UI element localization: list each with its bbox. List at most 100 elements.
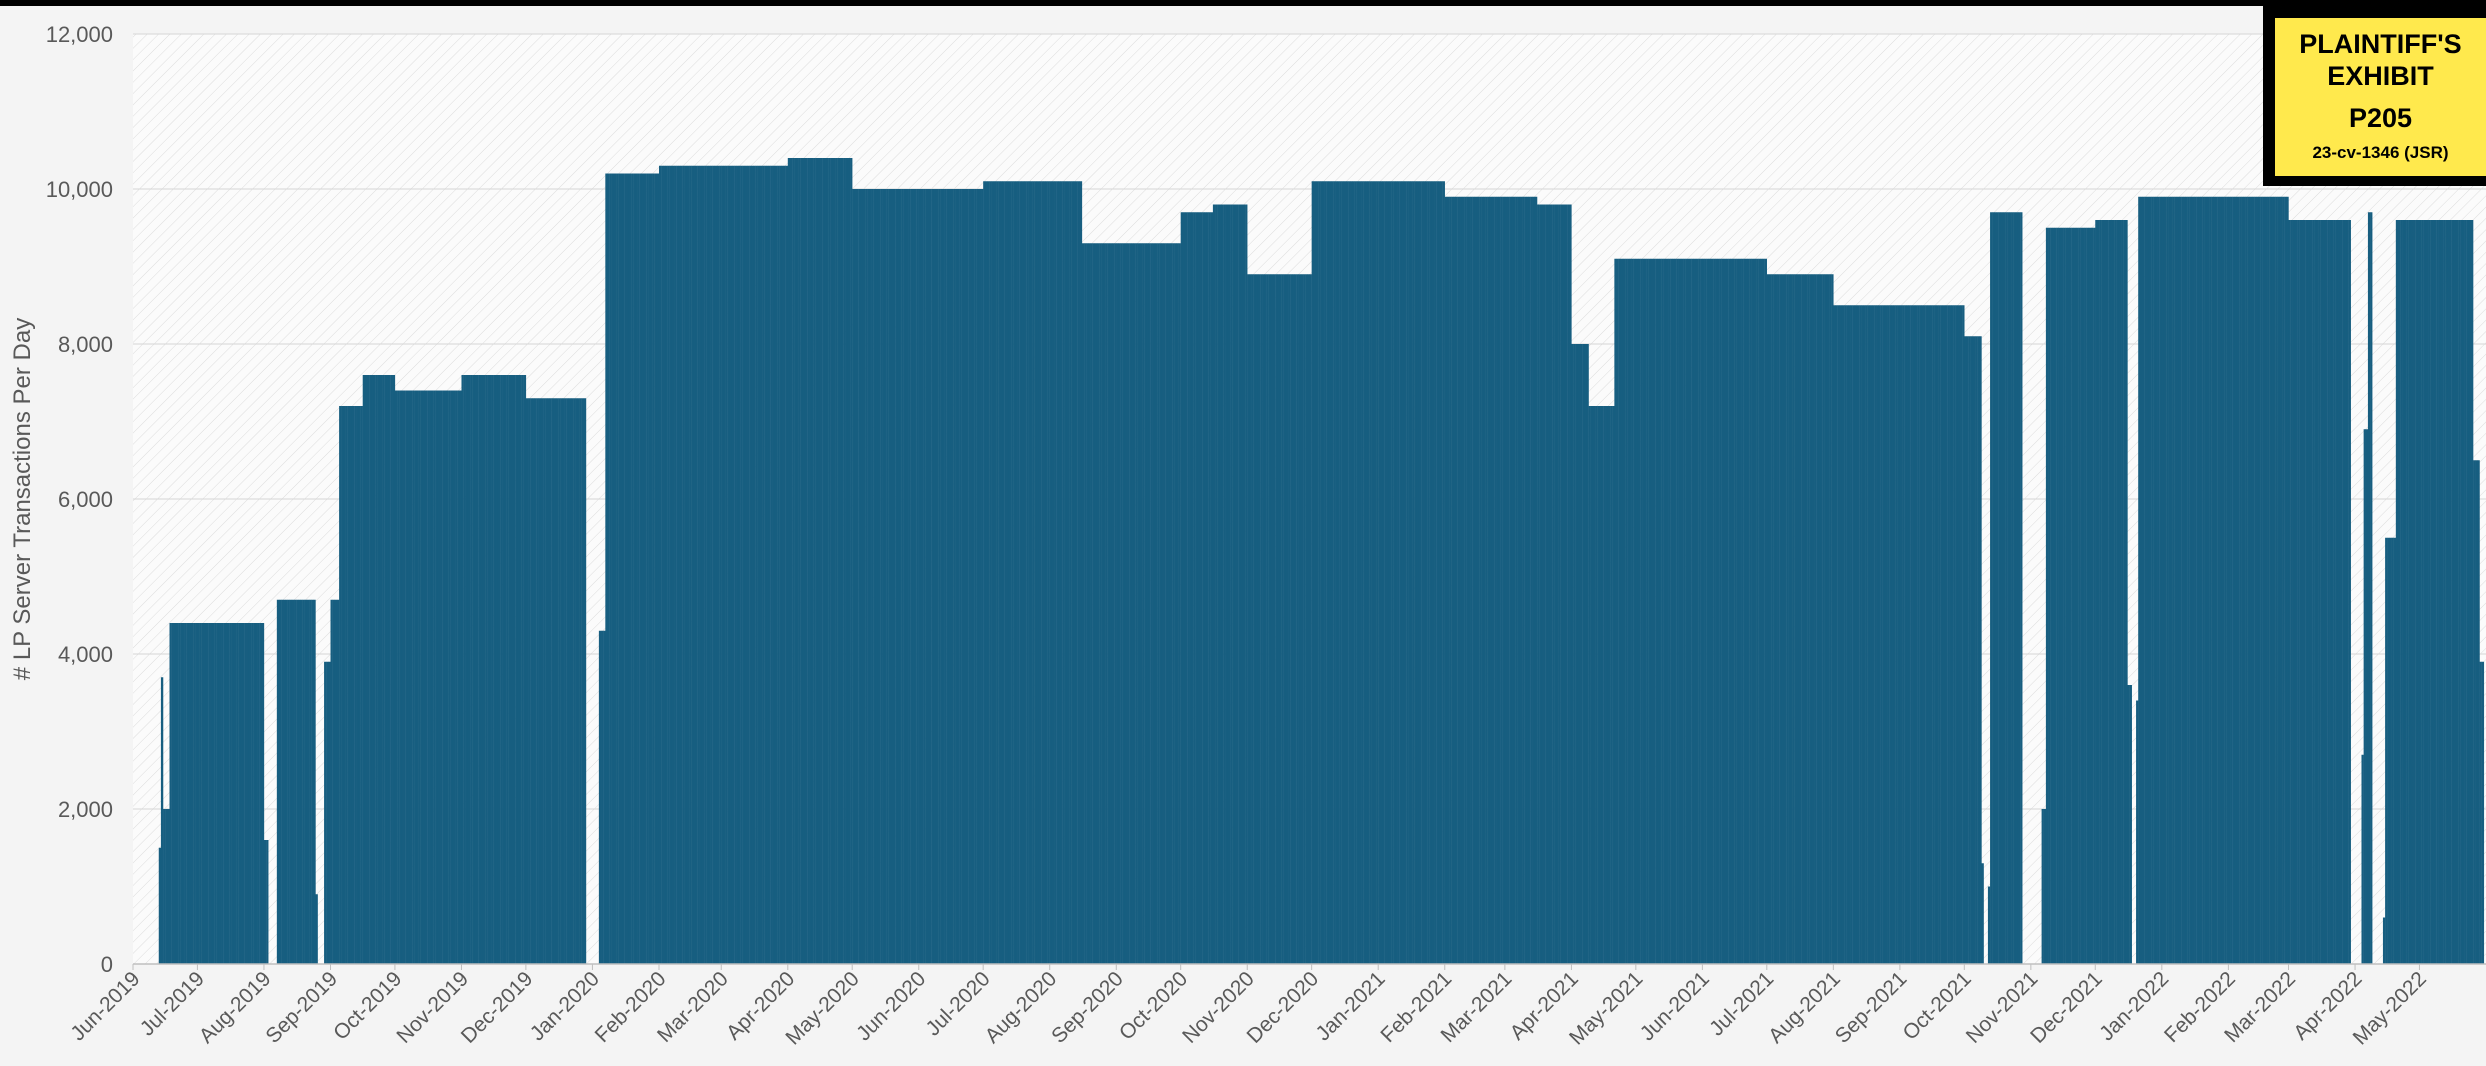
bar bbox=[2428, 220, 2431, 964]
bar bbox=[435, 390, 439, 964]
bar bbox=[762, 165, 765, 964]
bar bbox=[2417, 220, 2420, 964]
bar bbox=[1781, 274, 1785, 964]
bar bbox=[1150, 243, 1153, 964]
bar bbox=[2114, 220, 2117, 964]
bar bbox=[1137, 243, 1141, 964]
bar bbox=[1768, 274, 1772, 964]
bar bbox=[2443, 220, 2446, 964]
bar bbox=[360, 406, 363, 964]
bar bbox=[1195, 212, 1199, 964]
bar bbox=[1184, 212, 1188, 964]
bar bbox=[1897, 305, 1901, 964]
bar bbox=[2060, 227, 2064, 964]
bar bbox=[1395, 181, 1398, 964]
bar bbox=[2262, 196, 2266, 964]
bar bbox=[1738, 258, 1742, 964]
bar bbox=[1949, 305, 1952, 964]
bar bbox=[259, 623, 263, 964]
bar bbox=[1614, 258, 1617, 964]
bar bbox=[1648, 258, 1652, 964]
bar bbox=[1610, 406, 1613, 964]
y-axis-ticks: 0 2,000 4,000 6,000 8,000 10,000 12,000 bbox=[46, 22, 113, 977]
bar bbox=[2466, 220, 2470, 964]
bar bbox=[2157, 196, 2160, 964]
bar bbox=[1964, 336, 1967, 964]
x-tick-label: Sep-2020 bbox=[1047, 967, 1128, 1048]
bar bbox=[1747, 258, 1750, 964]
bar bbox=[987, 181, 990, 964]
bar bbox=[2088, 227, 2092, 964]
bar bbox=[257, 623, 260, 964]
bar bbox=[1592, 406, 1596, 964]
bar bbox=[1071, 181, 1074, 964]
bar bbox=[1180, 212, 1184, 964]
bar-series bbox=[158, 158, 2485, 964]
bar bbox=[1912, 305, 1916, 964]
bar bbox=[789, 158, 793, 964]
bar bbox=[691, 165, 694, 964]
bar bbox=[2185, 196, 2188, 964]
bar bbox=[1307, 274, 1310, 964]
bar bbox=[693, 165, 696, 964]
bar bbox=[1416, 181, 1420, 964]
bar bbox=[2451, 220, 2454, 964]
bar bbox=[1161, 243, 1164, 964]
bar bbox=[1187, 212, 1190, 964]
bar bbox=[978, 189, 982, 964]
bar bbox=[1178, 243, 1181, 964]
bar bbox=[804, 158, 808, 964]
bar bbox=[225, 623, 228, 964]
bar bbox=[1777, 274, 1780, 964]
bar bbox=[1309, 274, 1312, 964]
bar bbox=[251, 623, 254, 964]
bar bbox=[2393, 537, 2397, 964]
bar bbox=[1846, 305, 1849, 964]
bar bbox=[1554, 204, 1557, 964]
bar bbox=[1522, 196, 1525, 964]
bar bbox=[2239, 196, 2242, 964]
bar bbox=[2475, 460, 2478, 964]
bar bbox=[1107, 243, 1111, 964]
bar bbox=[671, 165, 675, 964]
bar bbox=[2200, 196, 2203, 964]
bar bbox=[1348, 181, 1351, 964]
bar bbox=[1923, 305, 1926, 964]
bar bbox=[770, 165, 773, 964]
bar bbox=[1386, 181, 1390, 964]
bar bbox=[1861, 305, 1864, 964]
bar bbox=[1461, 196, 1465, 964]
bar bbox=[2146, 196, 2150, 964]
bar bbox=[1607, 406, 1611, 964]
bar bbox=[680, 165, 683, 964]
bar bbox=[1678, 258, 1682, 964]
bar bbox=[525, 398, 529, 964]
bar bbox=[2198, 196, 2201, 964]
bar bbox=[2209, 196, 2212, 964]
bar bbox=[1139, 243, 1143, 964]
bar bbox=[2406, 220, 2409, 964]
bar bbox=[996, 181, 999, 964]
bar bbox=[1700, 258, 1703, 964]
x-tick-label: Aug-2020 bbox=[981, 967, 1062, 1048]
x-tick-label: Dec-2021 bbox=[2026, 967, 2107, 1048]
bar bbox=[667, 165, 670, 964]
bar bbox=[1086, 243, 1089, 964]
bar bbox=[1442, 181, 1445, 964]
bar bbox=[903, 189, 907, 964]
bar bbox=[263, 840, 267, 964]
bar bbox=[1466, 196, 1469, 964]
bar bbox=[1127, 243, 1130, 964]
bar bbox=[2065, 227, 2068, 964]
bar bbox=[190, 623, 194, 964]
bar bbox=[1532, 196, 1536, 964]
bar bbox=[1133, 243, 1136, 964]
bar bbox=[1371, 181, 1375, 964]
bar bbox=[1225, 204, 1229, 964]
bar bbox=[158, 847, 162, 964]
bar bbox=[1189, 212, 1192, 964]
bar bbox=[188, 623, 192, 964]
bar bbox=[214, 623, 217, 964]
bar bbox=[429, 390, 432, 964]
bar bbox=[160, 677, 164, 964]
